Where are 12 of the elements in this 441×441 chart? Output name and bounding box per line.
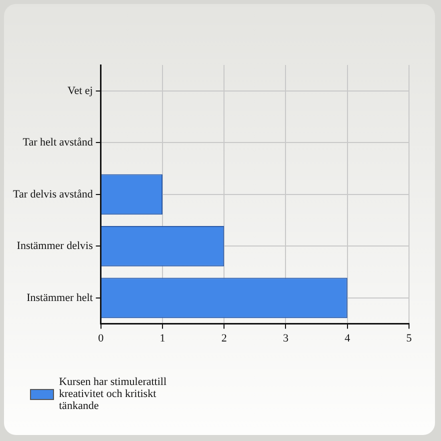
y-tick-label: Tar helt avstånd bbox=[22, 136, 94, 149]
x-tick-label: 1 bbox=[160, 332, 166, 344]
y-tick-label: Instämmer delvis bbox=[16, 240, 93, 252]
y-tick-label: Tar delvis avstånd bbox=[13, 188, 94, 200]
x-tick-label: 3 bbox=[283, 332, 289, 344]
y-tick-label: Vet ej bbox=[68, 84, 93, 97]
x-tick-label: 2 bbox=[221, 332, 227, 344]
x-tick-label: 4 bbox=[344, 332, 351, 344]
y-tick-label: Instämmer helt bbox=[26, 292, 93, 304]
x-tick-label: 0 bbox=[98, 332, 104, 344]
text: Kursen har stimulerattill kreativitet och kritiskt tänkande bbox=[59, 376, 168, 412]
x-tick-label: 5 bbox=[406, 332, 412, 344]
